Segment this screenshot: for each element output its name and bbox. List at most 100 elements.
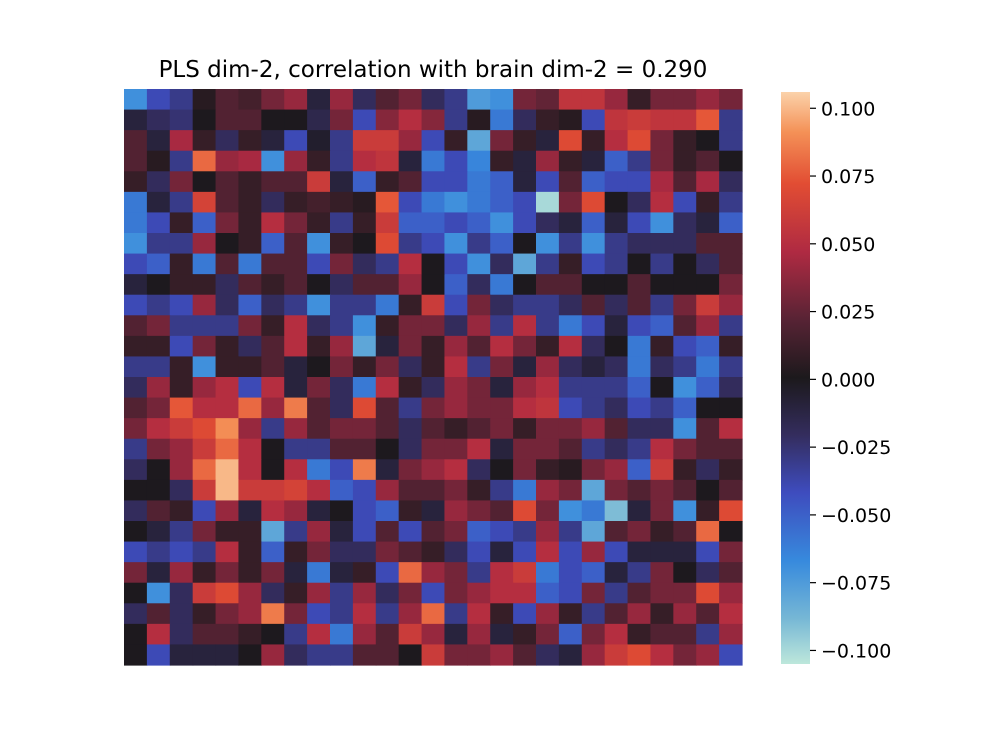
heatmap-cell: [490, 438, 514, 460]
heatmap-cell: [192, 212, 217, 234]
heatmap-cell: [719, 253, 743, 275]
heatmap-cell: [444, 253, 468, 275]
heatmap-cell: [238, 356, 262, 378]
heatmap-cell: [284, 150, 308, 172]
colorbar-tick-label: −0.100: [821, 640, 891, 662]
heatmap-cell: [284, 418, 308, 440]
heatmap-cell: [444, 438, 468, 460]
heatmap-cell: [146, 212, 171, 234]
heatmap-cell: [604, 109, 629, 131]
heatmap-cell: [696, 294, 720, 316]
heatmap-cell: [307, 562, 331, 584]
heatmap-cell: [444, 212, 468, 234]
heatmap-cell: [581, 294, 606, 316]
heatmap-cell: [307, 541, 331, 563]
heatmap-cell: [330, 130, 354, 152]
heatmap-cell: [536, 150, 560, 172]
heatmap-cell: [146, 438, 171, 460]
heatmap-cell: [650, 582, 674, 604]
heatmap-cell: [352, 397, 377, 419]
heatmap-cell: [330, 294, 354, 316]
heatmap-cell: [650, 89, 674, 111]
heatmap-cell: [215, 418, 240, 440]
heatmap-cell: [398, 150, 423, 172]
heatmap-cell: [650, 644, 674, 666]
heatmap-cell: [375, 500, 400, 522]
heatmap-cell: [192, 274, 217, 296]
heatmap-cell: [673, 191, 697, 214]
heatmap-cell: [169, 377, 194, 399]
heatmap-cell: [581, 212, 606, 234]
heatmap-cell: [330, 315, 354, 337]
heatmap-cell: [490, 294, 514, 316]
heatmap-cell: [490, 603, 514, 625]
heatmap-cell: [307, 500, 331, 522]
heatmap-cell: [650, 294, 674, 316]
heatmap-cell: [307, 377, 331, 399]
heatmap-cell: [261, 191, 285, 214]
heatmap-cell: [307, 274, 331, 296]
heatmap-cell: [330, 274, 354, 296]
heatmap-cell: [307, 479, 331, 502]
heatmap-cell: [581, 438, 606, 460]
heatmap-cell: [719, 438, 743, 460]
chart-title: PLS dim-2, correlation with brain dim-2 …: [159, 57, 708, 83]
heatmap-cell: [307, 253, 331, 275]
heatmap-cell: [192, 150, 217, 172]
heatmap-cell: [398, 274, 423, 296]
heatmap-cell: [215, 294, 240, 316]
heatmap-cell: [330, 233, 354, 255]
heatmap-cell: [444, 562, 468, 584]
heatmap-cell: [673, 541, 697, 563]
heatmap-cell: [192, 356, 217, 378]
heatmap-cell: [536, 253, 560, 275]
heatmap-cell: [398, 356, 423, 378]
heatmap-cell: [421, 438, 446, 460]
heatmap-cell: [719, 418, 743, 440]
heatmap-cell: [192, 191, 217, 214]
heatmap-cell: [421, 479, 446, 502]
heatmap-cell: [719, 130, 743, 152]
colorbar-gradient: [781, 92, 810, 664]
heatmap-cell: [536, 109, 560, 131]
heatmap-cell: [558, 459, 583, 481]
heatmap-cell: [215, 500, 240, 522]
heatmap-cell: [215, 130, 240, 152]
heatmap-cell: [536, 356, 560, 378]
heatmap-cell: [352, 315, 377, 337]
heatmap-cell: [581, 356, 606, 378]
heatmap-cell: [375, 315, 400, 337]
heatmap-cell: [192, 603, 217, 625]
heatmap-cell: [352, 479, 377, 502]
heatmap-cell: [490, 397, 514, 419]
heatmap-cell: [169, 253, 194, 275]
heatmap-cell: [124, 130, 148, 152]
heatmap-cell: [581, 109, 606, 131]
heatmap-cell: [467, 233, 491, 255]
heatmap-cell: [146, 171, 171, 193]
heatmap-cell: [513, 479, 537, 502]
heatmap-cell: [558, 377, 583, 399]
heatmap-cell: [490, 418, 514, 440]
heatmap-cell: [421, 582, 446, 604]
heatmap-cell: [375, 562, 400, 584]
heatmap-cell: [467, 294, 491, 316]
heatmap-cell: [558, 479, 583, 502]
heatmap-cell: [467, 274, 491, 296]
heatmap-cell: [238, 582, 262, 604]
heatmap-cell: [604, 356, 629, 378]
heatmap-cell: [673, 150, 697, 172]
heatmap-cell: [398, 418, 423, 440]
heatmap-cell: [169, 603, 194, 625]
heatmap-cell: [375, 438, 400, 460]
heatmap-cell: [261, 479, 285, 502]
heatmap-cell: [421, 171, 446, 193]
heatmap-cell: [513, 212, 537, 234]
heatmap-cell: [696, 89, 720, 111]
heatmap-cell: [719, 191, 743, 214]
heatmap-cell: [238, 274, 262, 296]
heatmap-cell: [558, 582, 583, 604]
heatmap-cell: [124, 335, 148, 358]
heatmap-cell: [444, 150, 468, 172]
heatmap-cell: [444, 582, 468, 604]
